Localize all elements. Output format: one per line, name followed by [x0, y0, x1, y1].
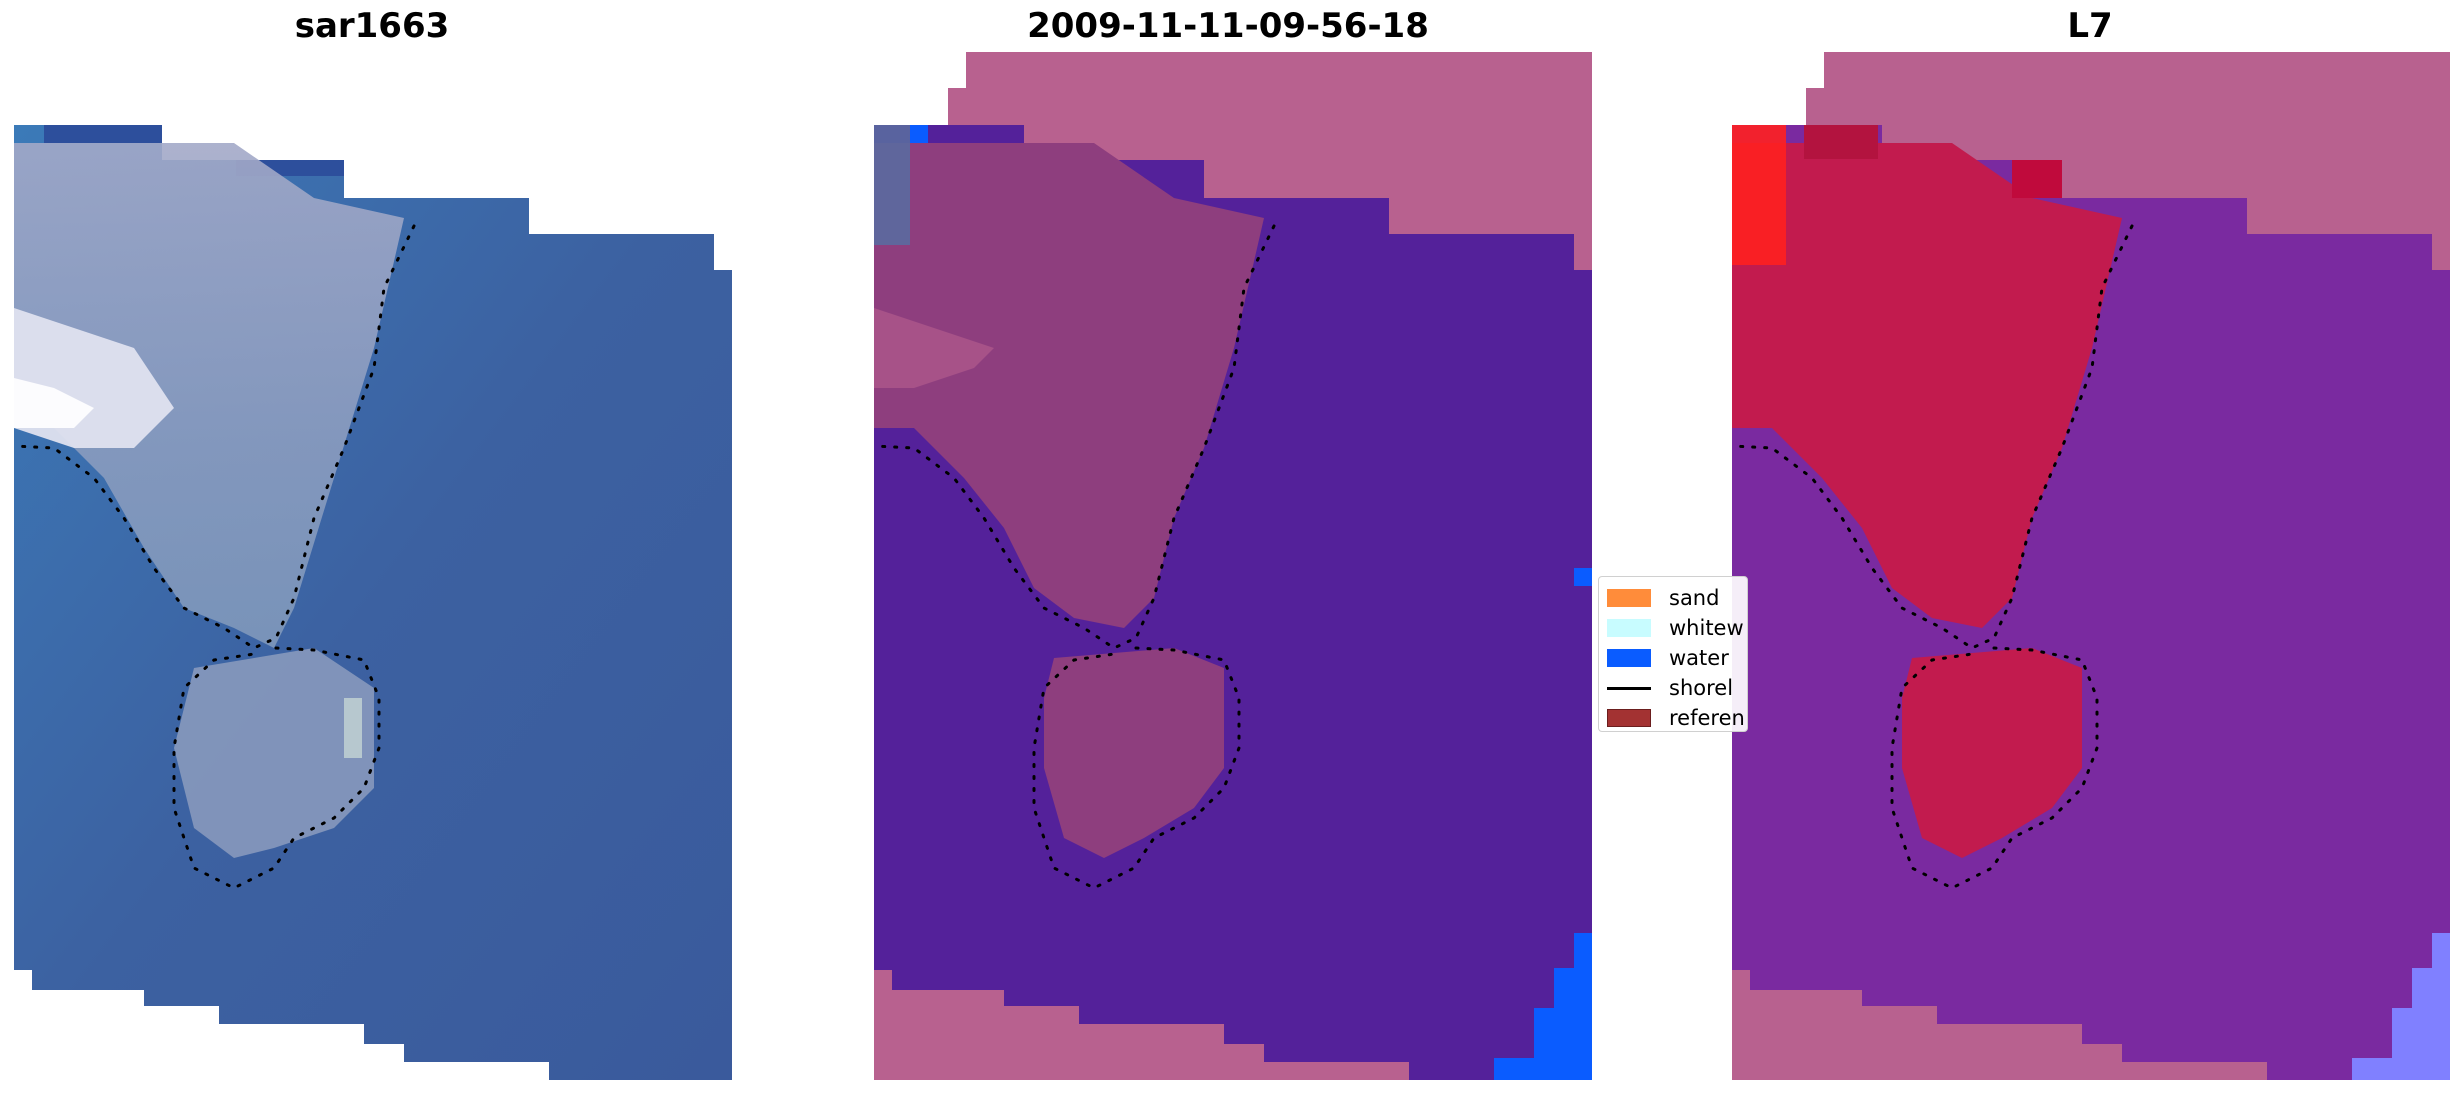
l7-index-panel: [1730, 48, 2452, 1084]
legend-item-shoreline: shorel: [1607, 673, 1733, 703]
panel-title-classification: 2009-11-11-09-56-18: [1027, 6, 1429, 46]
legend-label-water: water: [1669, 646, 1729, 670]
whitewater-swatch: [1607, 619, 1651, 637]
l7-index-image: [1730, 52, 2450, 1080]
legend-item-water: water: [1607, 643, 1729, 673]
reference-swatch: [1607, 709, 1651, 727]
sand-swatch: [1607, 589, 1651, 607]
classification-image: [872, 52, 1592, 1080]
legend: sand whitew water shorel referen: [1598, 576, 1748, 732]
panel-title-mndwi: L7: [2067, 6, 2113, 46]
legend-item-sand: sand: [1607, 583, 1719, 613]
legend-label-shoreline: shorel: [1669, 676, 1734, 700]
shoreline-l7: [1730, 224, 2134, 890]
shoreline-line-swatch: [1607, 686, 1651, 690]
shoreline-rgb: [12, 224, 416, 890]
water-swatch: [1607, 649, 1651, 667]
classification-panel: [872, 48, 1594, 1084]
legend-label-sand: sand: [1669, 586, 1720, 610]
legend-item-reference: referen: [1607, 703, 1745, 731]
rgb-satellite-image: [12, 125, 732, 1080]
legend-label-whitewater: whitew: [1669, 616, 1744, 640]
rgb-image-panel: [12, 48, 734, 1084]
shoreline-classification: [872, 224, 1276, 890]
legend-item-whitewater: whitew: [1607, 613, 1744, 643]
legend-label-reference: referen: [1669, 706, 1745, 730]
panel-title-rgb: sar1663: [294, 6, 450, 46]
